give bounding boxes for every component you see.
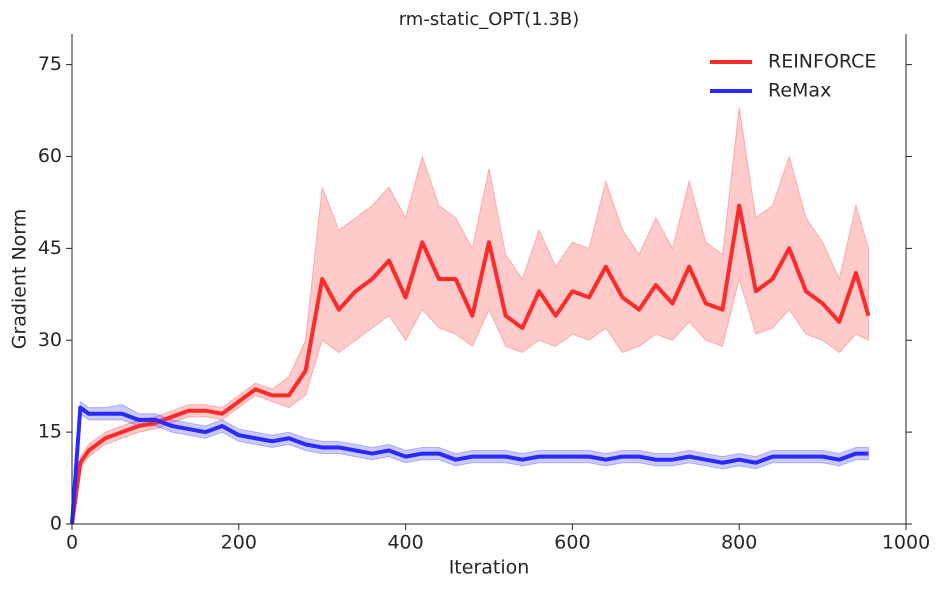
x-tick-label: 800 (721, 532, 757, 554)
x-axis-label: Iteration (449, 557, 530, 579)
legend-label: REINFORCE (768, 51, 876, 73)
line (70, 203, 871, 525)
x-tick-label: 0 (66, 532, 78, 554)
y-tick-label: 15 (38, 421, 62, 443)
legend-label: ReMax (768, 80, 831, 102)
y-axis-label: Gradient Norm (9, 209, 31, 350)
x-tick-label: 200 (221, 532, 257, 554)
y-tick-label: 75 (38, 53, 62, 75)
x-tick-label: 1000 (882, 532, 930, 554)
y-tick-label: 0 (50, 513, 62, 535)
line (70, 405, 869, 525)
x-tick-label: 400 (387, 532, 423, 554)
x-tick-label: 600 (554, 532, 590, 554)
y-tick-label: 45 (38, 237, 62, 259)
y-tick-label: 30 (38, 329, 62, 351)
chart-title: rm-static_OPT(1.3B) (399, 9, 580, 30)
y-tick-label: 60 (38, 145, 62, 167)
